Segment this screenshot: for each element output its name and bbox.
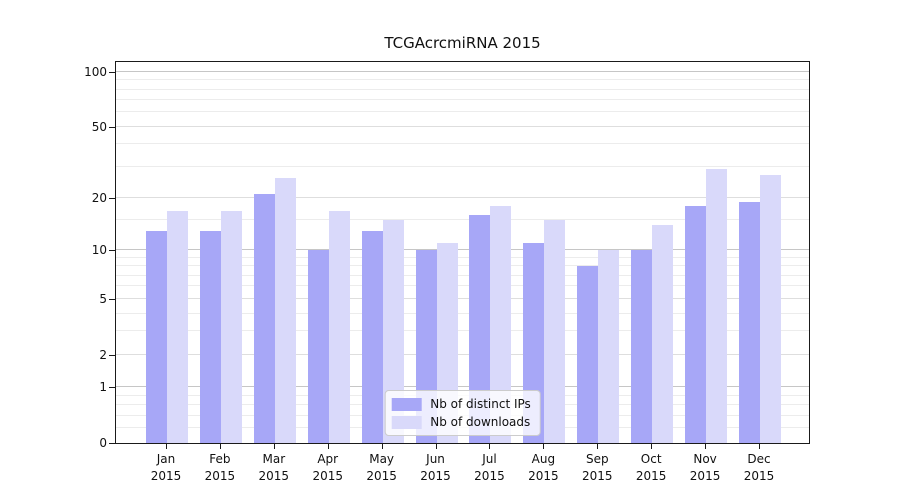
chart-title: TCGAcrcmiRNA 2015 bbox=[384, 34, 541, 52]
bar-downloads bbox=[706, 169, 728, 443]
x-tick-label: Jun 2015 bbox=[420, 452, 451, 483]
legend-item-downloads: Nb of downloads bbox=[391, 415, 531, 429]
gridline bbox=[116, 297, 809, 299]
bar-downloads bbox=[490, 206, 512, 443]
plot-area: Nb of distinct IPs Nb of downloads bbox=[115, 61, 810, 444]
gridline-minor bbox=[116, 330, 809, 332]
gridline bbox=[116, 70, 809, 72]
bar-distinct-ips bbox=[307, 250, 329, 443]
x-tick bbox=[381, 444, 383, 449]
gridline-minor bbox=[116, 88, 809, 90]
x-tick-label: Apr 2015 bbox=[312, 452, 343, 483]
y-tick bbox=[109, 354, 115, 356]
x-tick-label: Oct 2015 bbox=[635, 452, 667, 483]
bar-downloads bbox=[274, 177, 296, 443]
legend-swatch-downloads bbox=[391, 415, 422, 429]
x-tick bbox=[273, 444, 275, 449]
x-tick bbox=[435, 444, 437, 449]
gridline bbox=[116, 125, 809, 127]
x-tick bbox=[597, 444, 599, 449]
bar-distinct-ips bbox=[739, 202, 760, 443]
y-tick bbox=[109, 71, 115, 73]
gridline-minor bbox=[116, 312, 809, 314]
y-tick-label: 50 bbox=[91, 119, 107, 134]
bar-distinct-ips bbox=[199, 230, 221, 443]
bar-distinct-ips bbox=[361, 230, 383, 443]
y-tick bbox=[109, 126, 115, 128]
gridline-minor bbox=[116, 256, 809, 258]
y-tick-label: 1 bbox=[99, 380, 107, 395]
gridline-minor bbox=[116, 111, 809, 113]
x-tick bbox=[651, 444, 653, 449]
legend-swatch-distinct-ips bbox=[391, 397, 422, 411]
x-tick-label: Feb 2015 bbox=[204, 452, 236, 483]
gridline-minor bbox=[116, 274, 809, 276]
bar-downloads bbox=[328, 210, 350, 443]
legend-item-distinct-ips: Nb of distinct IPs bbox=[391, 397, 531, 411]
y-tick-label: 2 bbox=[99, 347, 107, 362]
gridline-minor bbox=[116, 143, 809, 145]
x-tick bbox=[705, 444, 707, 449]
bar-distinct-ips bbox=[685, 206, 707, 443]
x-tick-label: Aug 2015 bbox=[528, 452, 559, 483]
y-tick bbox=[109, 387, 115, 389]
gridline-minor bbox=[116, 218, 809, 220]
bar-distinct-ips bbox=[146, 230, 167, 443]
x-tick bbox=[219, 444, 221, 449]
bar-downloads bbox=[652, 225, 674, 443]
y-tick-label: 10 bbox=[91, 243, 107, 258]
gridline-minor bbox=[116, 285, 809, 287]
y-tick-label: 100 bbox=[84, 64, 107, 79]
x-tick bbox=[543, 444, 545, 449]
bar-downloads bbox=[220, 210, 242, 443]
bar-downloads bbox=[382, 219, 404, 443]
y-tick-label: 20 bbox=[91, 191, 107, 206]
y-tick-label: 0 bbox=[99, 436, 107, 450]
x-tick-label: Jan 2015 bbox=[150, 452, 182, 483]
gridline bbox=[116, 249, 809, 251]
legend-label-distinct-ips: Nb of distinct IPs bbox=[430, 397, 531, 411]
x-tick bbox=[759, 444, 760, 449]
gridline bbox=[116, 353, 809, 355]
y-tick bbox=[109, 198, 115, 200]
x-tick-label: Jul 2015 bbox=[474, 452, 505, 483]
bar-downloads bbox=[598, 250, 620, 443]
legend-label-downloads: Nb of downloads bbox=[430, 415, 531, 429]
y-tick-label: 5 bbox=[99, 291, 107, 306]
x-tick-label: Dec 2015 bbox=[743, 452, 775, 483]
y-tick bbox=[109, 443, 115, 444]
legend: Nb of distinct IPs Nb of downloads bbox=[384, 390, 541, 436]
x-tick bbox=[327, 444, 329, 449]
x-tick-label: Nov 2015 bbox=[689, 452, 721, 483]
x-tick bbox=[166, 444, 167, 449]
bar-distinct-ips bbox=[577, 266, 599, 443]
x-tick-label: Mar 2015 bbox=[258, 452, 290, 483]
bar-distinct-ips bbox=[469, 215, 491, 443]
y-tick bbox=[109, 298, 115, 300]
gridline-minor bbox=[116, 99, 809, 101]
x-tick-label: Sep 2015 bbox=[581, 452, 613, 483]
bar-layer bbox=[116, 62, 809, 443]
bar-distinct-ips bbox=[631, 250, 653, 443]
gridline bbox=[116, 386, 809, 388]
gridline-minor bbox=[116, 165, 809, 167]
bar-downloads bbox=[544, 219, 566, 443]
y-tick bbox=[109, 250, 115, 252]
x-tick bbox=[489, 444, 491, 449]
bar-distinct-ips bbox=[253, 194, 275, 443]
gridline-minor bbox=[116, 79, 809, 81]
bar-downloads bbox=[167, 210, 188, 443]
gridline bbox=[116, 197, 809, 199]
bar-downloads bbox=[760, 174, 781, 443]
gridline-minor bbox=[116, 265, 809, 267]
x-tick-label: May 2015 bbox=[366, 452, 397, 483]
